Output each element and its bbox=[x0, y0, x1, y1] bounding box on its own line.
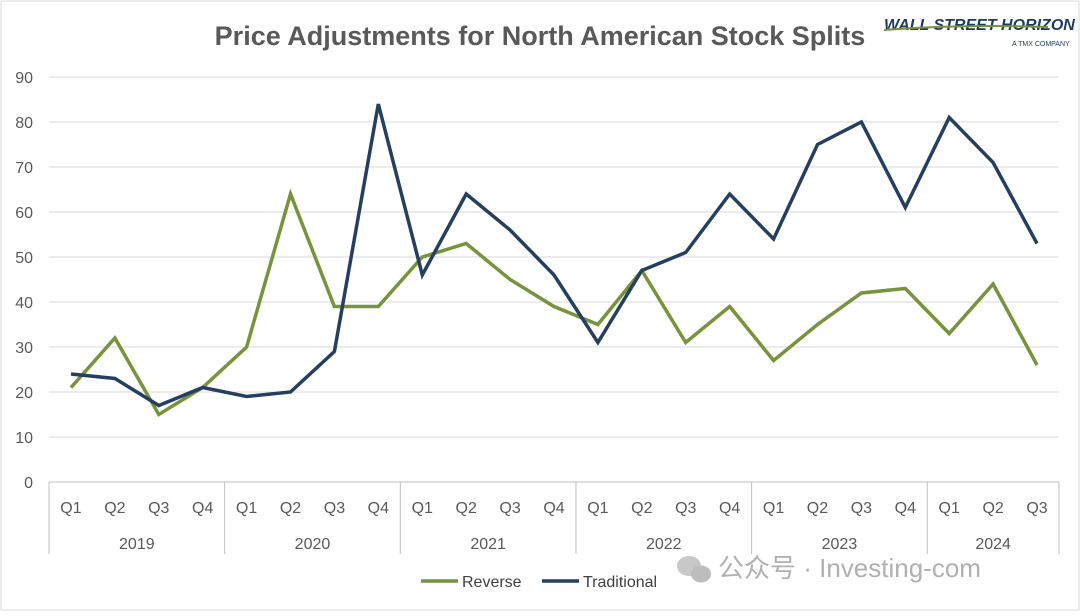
x-tick-label-year: 2024 bbox=[975, 536, 1011, 553]
series-line-traditional bbox=[70, 103, 1039, 408]
x-tick-label-quarter: Q1 bbox=[587, 500, 608, 517]
x-tick-label-year: 2022 bbox=[646, 536, 682, 553]
logo-sub-text: A TMX COMPANY bbox=[1012, 41, 1070, 48]
x-tick-label-quarter: Q4 bbox=[719, 500, 740, 517]
series-lines bbox=[69, 103, 1039, 417]
y-tick-label: 50 bbox=[15, 250, 33, 267]
chart-title: Price Adjustments for North American Sto… bbox=[215, 21, 866, 51]
x-tick-label-quarter: Q2 bbox=[807, 500, 828, 517]
x-tick-label-quarter: Q4 bbox=[368, 500, 389, 517]
y-tick-label: 70 bbox=[15, 160, 33, 177]
x-tick-label-year: 2020 bbox=[295, 536, 331, 553]
gridlines bbox=[49, 76, 1059, 438]
series-line-reverse bbox=[69, 188, 1039, 417]
x-tick-label-quarter: Q1 bbox=[60, 500, 81, 517]
x-tick-label-quarter: Q2 bbox=[280, 500, 301, 517]
x-tick-label-quarter: Q3 bbox=[675, 500, 696, 517]
legend-label-traditional: Traditional bbox=[583, 574, 657, 591]
x-tick-label-year: 2021 bbox=[470, 536, 506, 553]
x-tick-label-quarter: Q4 bbox=[192, 500, 213, 517]
y-axis: 0 10 20 30 40 50 60 70 80 90 bbox=[15, 70, 33, 492]
y-tick-label: 20 bbox=[15, 385, 33, 402]
x-tick-label-quarter: Q2 bbox=[982, 500, 1003, 517]
watermark: 公众号 · Investing-com bbox=[677, 553, 981, 583]
x-tick-label-quarter: Q2 bbox=[104, 500, 125, 517]
x-tick-label-quarter: Q3 bbox=[148, 500, 169, 517]
x-tick-label-quarter: Q1 bbox=[763, 500, 784, 517]
legend-label-reverse: Reverse bbox=[462, 574, 522, 591]
x-tick-label-quarter: Q3 bbox=[1026, 500, 1047, 517]
x-tick-label-year: 2019 bbox=[119, 536, 155, 553]
x-tick-label-quarter: Q4 bbox=[895, 500, 916, 517]
x-tick-label-year: 2023 bbox=[822, 536, 858, 553]
y-tick-label: 80 bbox=[15, 115, 33, 132]
x-axis: Q1 Q2 Q3 Q4 Q1 Q2 Q3 Q4 Q1 Q2 Q3 Q4 Q1 Q2 Q3 Q4 Q1 Q2 Q3 Q4… bbox=[48, 481, 1060, 554]
y-tick-label: 30 bbox=[15, 340, 33, 357]
y-tick-label: 60 bbox=[15, 205, 33, 222]
y-tick-label: 90 bbox=[15, 70, 33, 87]
legend: Reverse Traditional bbox=[421, 574, 657, 591]
y-tick-label: 0 bbox=[24, 475, 33, 492]
x-tick-label-quarter: Q1 bbox=[939, 500, 960, 517]
x-tick-label-quarter: Q1 bbox=[236, 500, 257, 517]
x-tick-label-quarter: Q2 bbox=[631, 500, 652, 517]
x-tick-label-quarter: Q2 bbox=[456, 500, 477, 517]
x-tick-label-quarter: Q3 bbox=[324, 500, 345, 517]
y-tick-label: 40 bbox=[15, 295, 33, 312]
wechat-icon bbox=[677, 556, 711, 583]
x-tick-label-quarter: Q3 bbox=[499, 500, 520, 517]
y-tick-label: 10 bbox=[15, 430, 33, 447]
logo-swoosh bbox=[883, 25, 1049, 31]
wall-street-horizon-logo: WALL STREET HORIZON A TMX COMPANY bbox=[883, 17, 1075, 48]
x-tick-label-quarter: Q4 bbox=[543, 500, 564, 517]
watermark-text: 公众号 · Investing-com bbox=[718, 553, 981, 583]
x-tick-label-quarter: Q1 bbox=[412, 500, 433, 517]
x-tick-label-quarter: Q3 bbox=[851, 500, 872, 517]
